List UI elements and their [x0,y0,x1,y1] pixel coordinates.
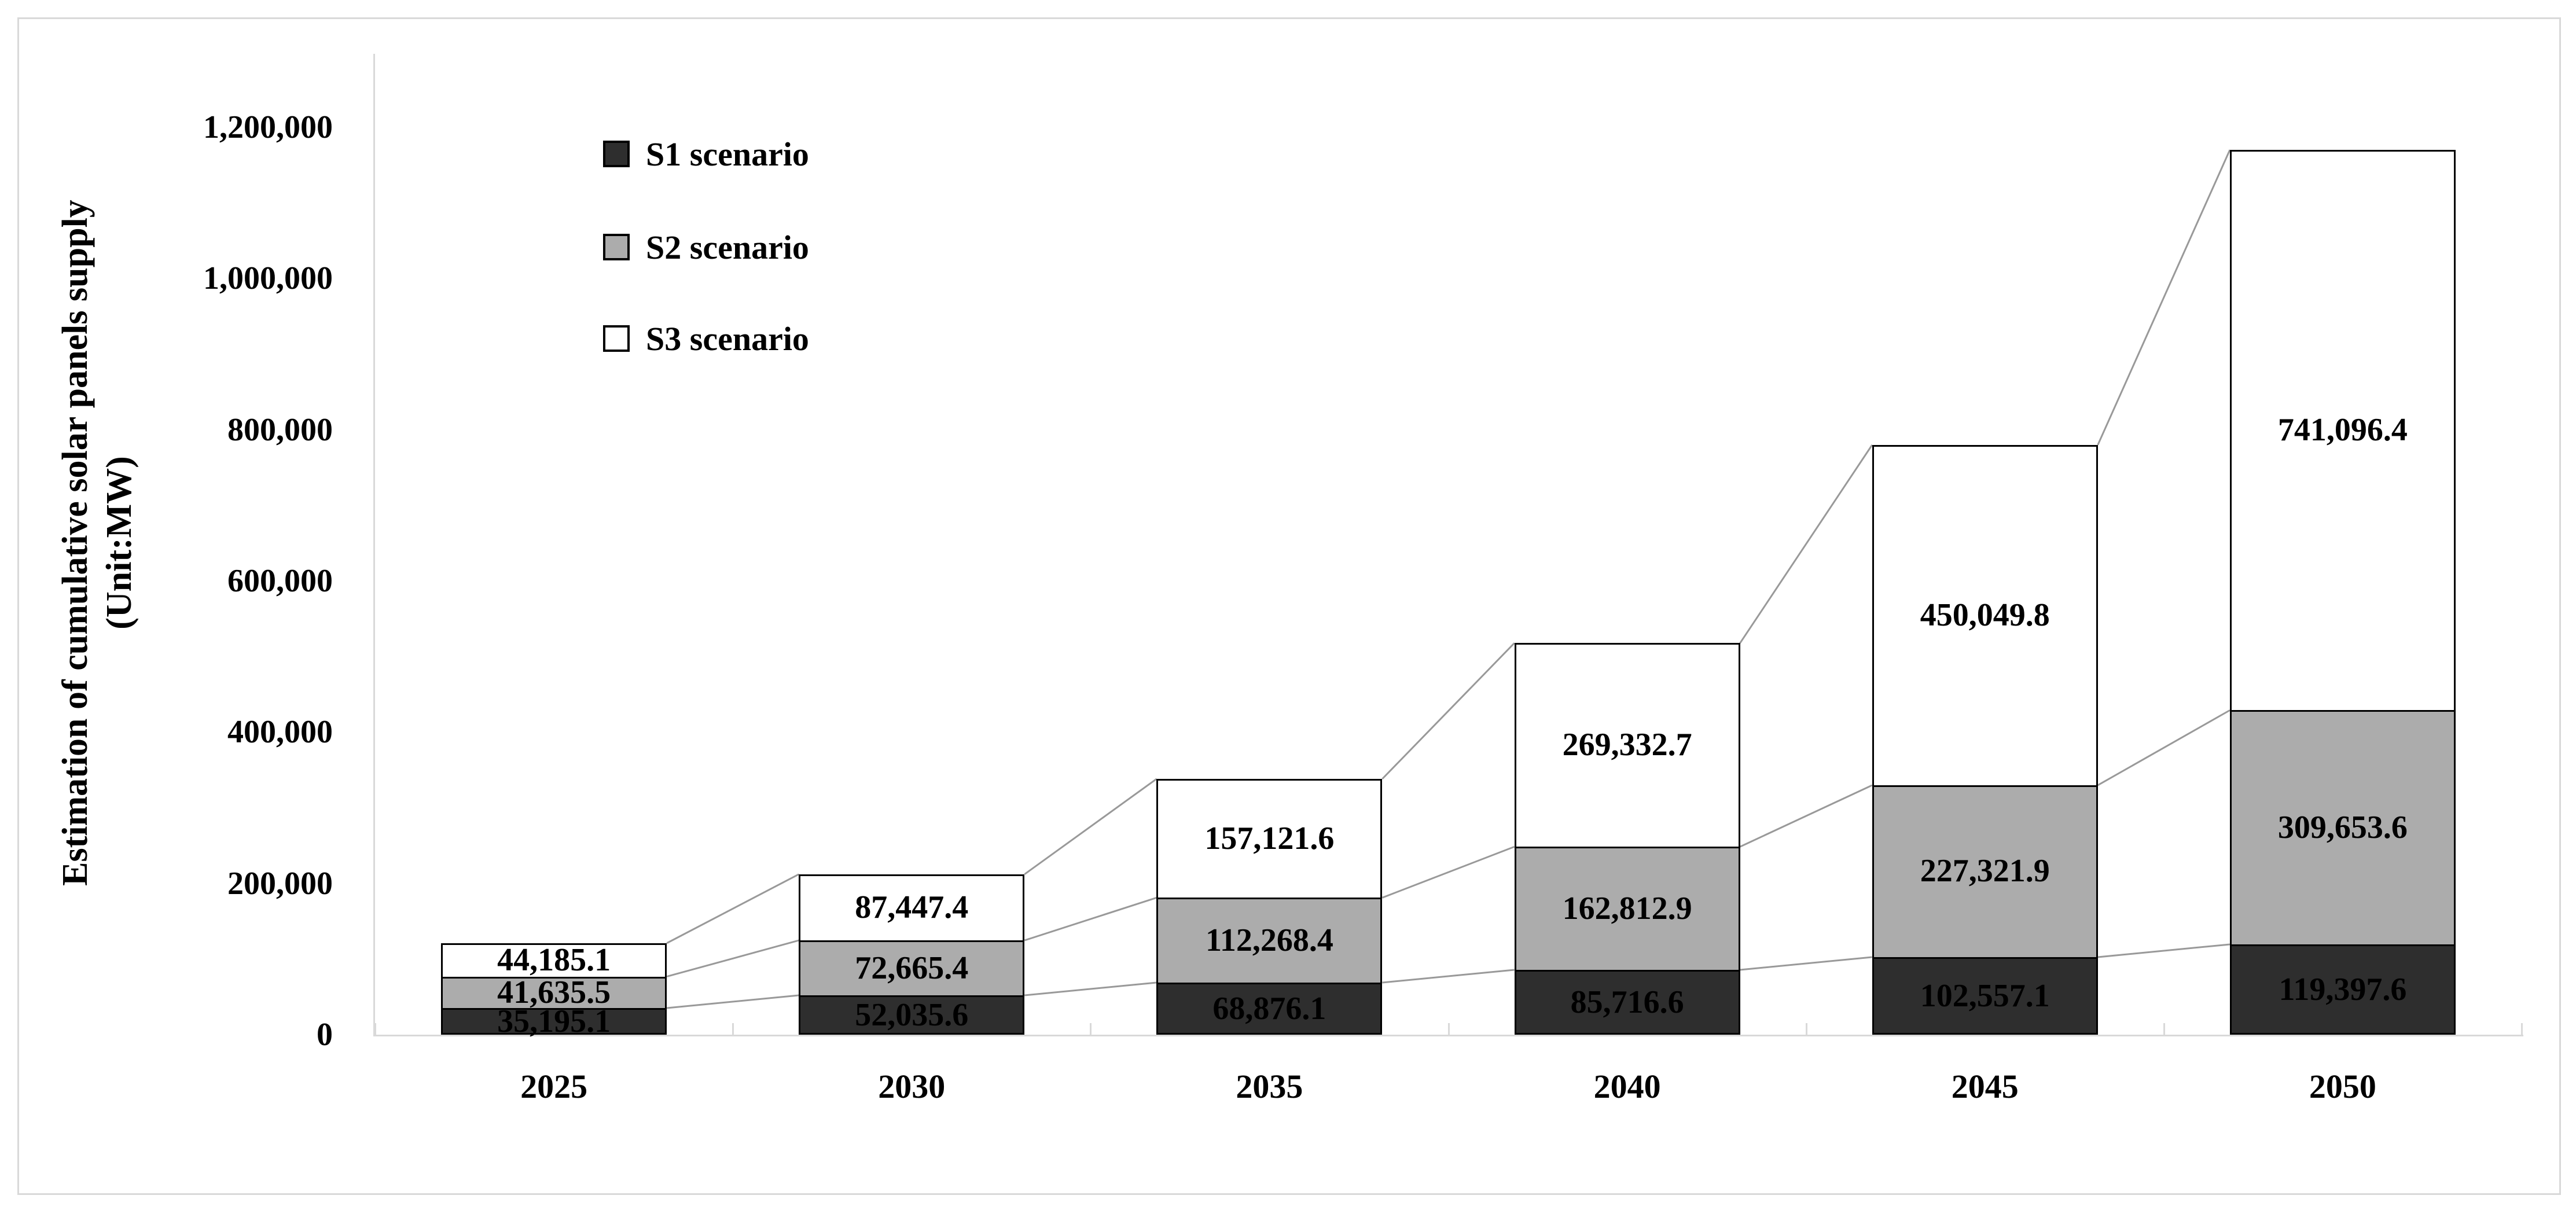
bar-segment-2040-s2 [1514,847,1740,970]
x-axis-line [373,1035,2523,1036]
y-tick-label-800000: 800,000 [227,411,333,448]
legend-swatch-s2 [603,234,630,260]
bar-label-2025-s2: 41,635.5 [497,974,611,1010]
figure-border [17,17,2561,1195]
x-axis-label-2025: 2025 [520,1068,588,1105]
connector-line-s1-2035-2040 [1382,969,1515,984]
bar-label-2030-s2: 72,665.4 [855,950,969,986]
x-axis-label-2030: 2030 [878,1068,946,1105]
y-axis-line [373,54,375,1036]
bar-label-2045-s2: 227,321.9 [1920,853,2050,889]
connector-line-s1-2025-2030 [666,994,799,1009]
legend-swatch-s1 [603,141,630,167]
category-tick-2 [1090,1023,1092,1035]
bar-segment-2030-s3 [799,874,1025,941]
connector-line-s2-2030-2035 [1024,896,1157,941]
bar-label-2040-s2: 162,812.9 [1562,890,1692,926]
y-tick-label-200000: 200,000 [227,865,333,902]
bar-label-2040-s3: 269,332.7 [1562,727,1692,763]
bar-label-2050-s3: 741,096.4 [2277,412,2408,448]
connector-line-s1-2030-2035 [1024,981,1157,996]
bar-segment-2045-s1 [1872,957,2098,1035]
connector-line-s3-2030-2035 [1024,778,1157,876]
category-tick-5 [2163,1023,2165,1035]
bar-label-2045-s1: 102,557.1 [1920,977,2050,1014]
bar-label-2045-s3: 450,049.8 [1920,597,2050,633]
connector-line-s1-2045-2050 [2097,943,2230,958]
connector-line-s3-2035-2040 [1381,642,1515,780]
legend-item-s3: S3 scenario [603,317,809,360]
bar-label-2035-s1: 68,876.1 [1212,991,1326,1027]
x-axis-label-2035: 2035 [1236,1068,1303,1105]
x-axis-label-2040: 2040 [1593,1068,1661,1105]
bar-segment-2025-s3 [441,943,667,977]
legend-label-s3: S3 scenario [646,319,809,358]
bar-segment-2025-s2 [441,976,667,1008]
connector-line-s1-2040-2045 [1740,956,1872,971]
connector-line-s3-2025-2030 [666,873,799,944]
bar-label-2030-s1: 52,035.6 [855,997,969,1033]
connector-line-s2-2035-2040 [1381,845,1515,899]
bar-segment-2050-s1 [2229,944,2456,1035]
category-tick-0 [374,1023,376,1035]
legend-label-s2: S2 scenario [646,228,809,266]
bar-segment-2025-s1 [441,1008,667,1035]
bar-label-2050-s2: 309,653.6 [2277,809,2408,845]
y-tick-label-1200000: 1,200,000 [203,109,333,145]
bar-label-2050-s1: 119,397.6 [2279,971,2407,1007]
bar-label-2035-s2: 112,268.4 [1205,922,1333,958]
bar-segment-2045-s3 [1872,444,2098,785]
bar-label-2025-s3: 44,185.1 [497,941,611,978]
bar-segment-2030-s2 [799,940,1025,995]
connector-line-s2-2040-2045 [1739,784,1873,848]
bar-segment-2050-s3 [2229,150,2456,711]
legend-swatch-s3 [603,325,630,352]
legend-item-s1: S1 scenario [603,133,809,175]
bar-segment-2035-s3 [1156,778,1383,898]
bar-label-2035-s3: 157,121.6 [1204,820,1335,856]
category-tick-1 [732,1023,734,1035]
bar-segment-2030-s1 [799,995,1025,1035]
connector-line-s2-2025-2030 [666,939,799,978]
y-tick-label-600000: 600,000 [227,563,333,599]
bar-label-2030-s3: 87,447.4 [855,889,969,925]
legend-label-s1: S1 scenario [646,135,809,173]
category-tick-6 [2521,1023,2523,1035]
y-tick-label-1000000: 1,000,000 [203,260,333,297]
y-tick-label-400000: 400,000 [227,714,333,751]
bar-label-2025-s1: 35,195.1 [497,1003,611,1039]
category-tick-3 [1447,1023,1450,1035]
y-tick-label-0: 0 [317,1017,333,1053]
bar-segment-2050-s2 [2229,710,2456,944]
bar-segment-2040-s1 [1514,969,1740,1035]
bar-segment-2045-s2 [1872,785,2098,957]
bar-segment-2035-s2 [1156,898,1383,983]
x-axis-label-2050: 2050 [2309,1068,2376,1105]
legend-item-s2: S2 scenario [603,226,809,269]
connector-line-s3-2040-2045 [1739,444,1873,644]
category-tick-4 [1805,1023,1807,1035]
x-axis-label-2045: 2045 [1951,1068,2019,1105]
bar-segment-2040-s3 [1514,643,1740,847]
bar-label-2040-s1: 85,716.6 [1570,984,1684,1020]
connector-line-s2-2045-2050 [2097,709,2230,786]
connector-line-s3-2045-2050 [2097,149,2231,446]
bar-segment-2035-s1 [1156,983,1383,1035]
